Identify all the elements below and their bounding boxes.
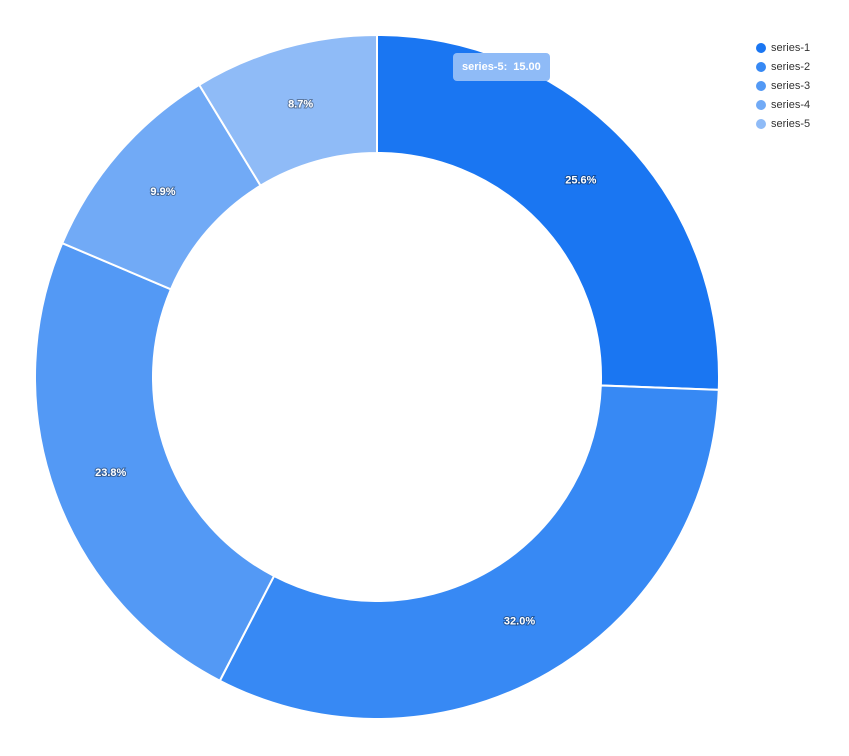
slice-series-2[interactable]	[218, 384, 720, 720]
tooltip-series: series-5:	[462, 61, 508, 73]
legend-item-series-3[interactable]: series-3	[756, 76, 810, 95]
tooltip-value: 15.00	[513, 61, 541, 73]
slice-label-series-4: 9.9%	[150, 186, 175, 198]
legend-swatch	[756, 99, 766, 110]
legend-item-series-5[interactable]: series-5	[756, 114, 810, 133]
legend-swatch	[756, 42, 766, 53]
legend-label: series-4	[771, 98, 811, 111]
slice-series-1[interactable]	[376, 33, 720, 391]
legend-item-series-4[interactable]: series-4	[756, 95, 810, 114]
legend-swatch	[756, 61, 766, 72]
slice-series-5[interactable]	[197, 33, 378, 188]
donut-slices	[34, 33, 720, 720]
legend-item-series-2[interactable]: series-2	[756, 57, 810, 76]
legend-swatch	[756, 80, 766, 91]
tooltip: series-5: 15.00	[453, 53, 550, 81]
slice-label-series-2: 32.0%	[504, 615, 535, 627]
legend-label: series-5	[771, 117, 811, 130]
legend-item-series-1[interactable]: series-1	[756, 38, 810, 57]
legend: series-1 series-2 series-3 series-4 series-5	[756, 38, 810, 133]
slice-label-series-3: 23.8%	[95, 467, 126, 479]
slice-label-series-1: 25.6%	[565, 175, 596, 187]
slice-labels: 25.6% 32.0% 23.8% 9.9% 8.7%	[94, 98, 598, 629]
legend-label: series-1	[771, 41, 811, 54]
slice-series-3[interactable]	[34, 241, 276, 683]
legend-swatch	[756, 118, 766, 129]
slice-label-series-5: 8.7%	[288, 99, 313, 111]
legend-label: series-3	[771, 79, 811, 92]
legend-label: series-2	[771, 60, 811, 73]
